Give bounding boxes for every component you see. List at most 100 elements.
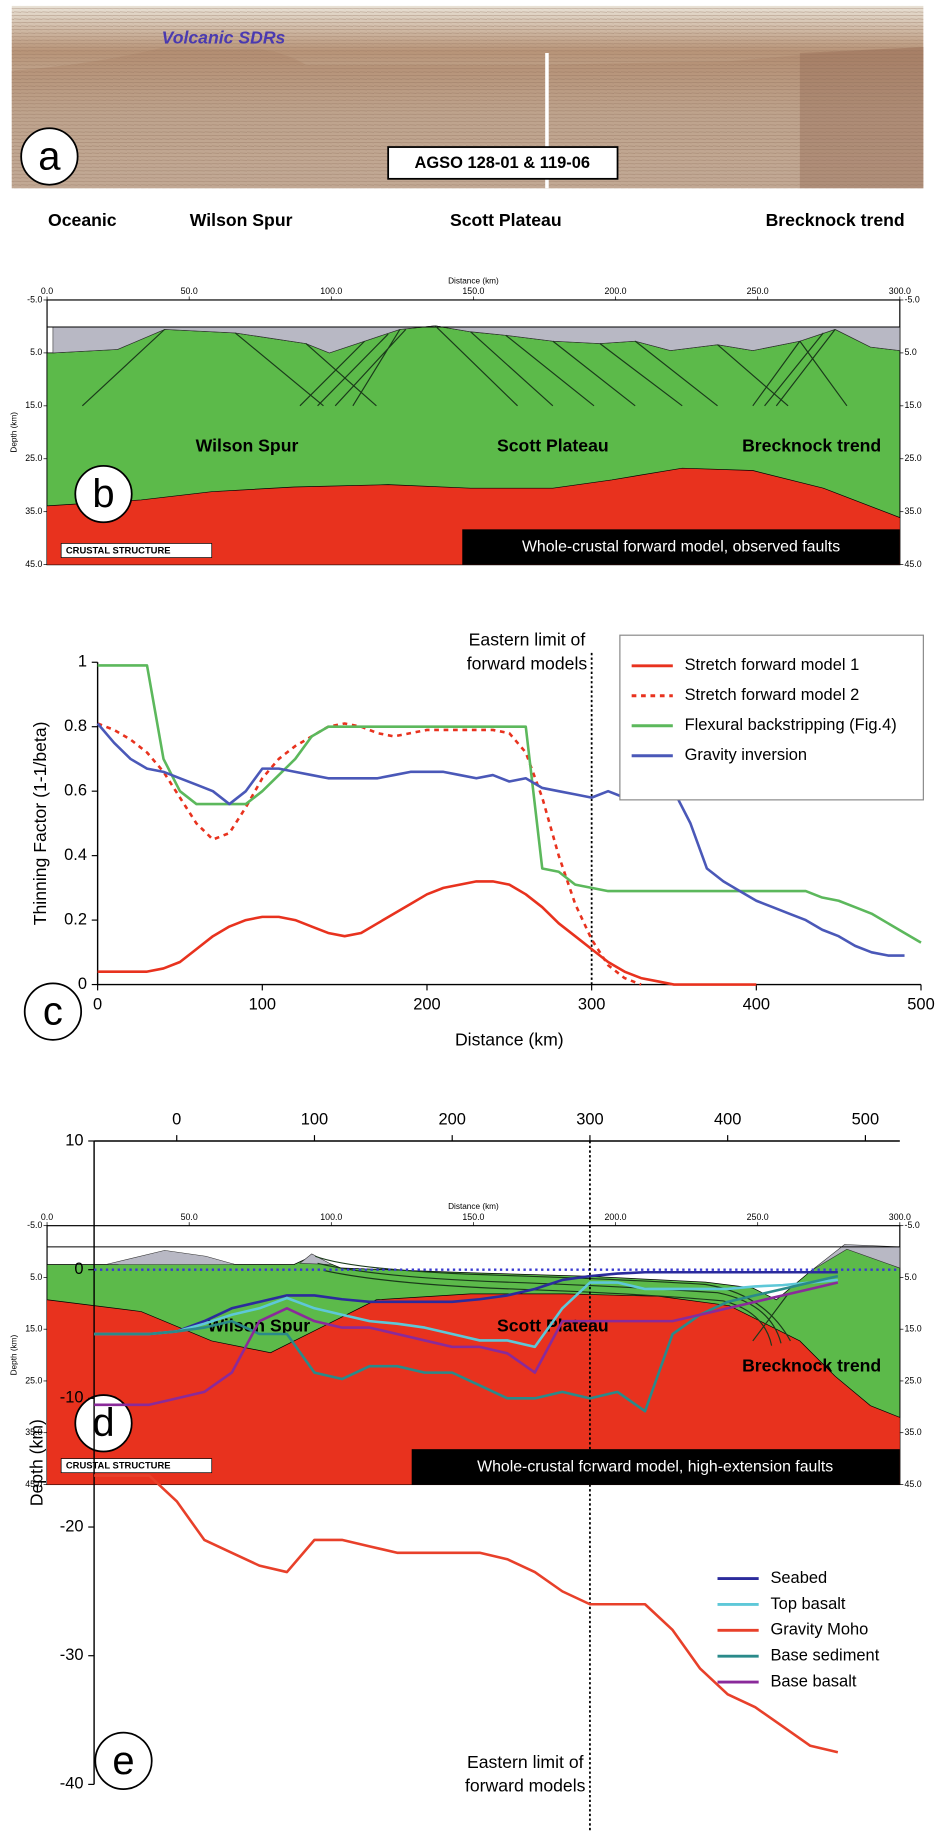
y-tick-label: 45.0 (25, 559, 42, 569)
series-line (98, 723, 641, 984)
x-tick-label: 0 (172, 1111, 181, 1129)
y-tick-label: -5.0 (905, 294, 920, 304)
y-tick-label: 0.8 (64, 717, 87, 735)
panel-letter: e (112, 1739, 134, 1783)
region-label: Wilson Spur (196, 436, 299, 456)
tag: CRUSTAL STRUCTURE (66, 1460, 171, 1471)
legend-label: Base basalt (770, 1672, 856, 1690)
legend-label: Gravity inversion (685, 746, 808, 764)
caption: Whole-crustal forward model, observed fa… (522, 539, 840, 556)
x-tick-label: 500 (852, 1111, 879, 1129)
annotation: Eastern limit of (469, 630, 586, 650)
panel-d: Wilson Spur Scott Plateau Brecknock tren… (9, 1202, 921, 1489)
legend-label: Gravity Moho (770, 1621, 868, 1639)
x-tick-label: 400 (743, 995, 770, 1013)
y-tick-label: -5.0 (27, 1220, 42, 1230)
y-tick-label: -40 (60, 1775, 84, 1793)
y-tick-label: 0.6 (64, 782, 87, 800)
location-label: Oceanic (48, 210, 117, 230)
y-tick-label: 25.0 (25, 453, 42, 463)
x-tick-label: 250.0 (747, 286, 769, 296)
y-tick-label: 0 (74, 1260, 83, 1278)
series-line (98, 881, 757, 984)
y-tick-label: 5.0 (30, 1272, 42, 1282)
y-tick-label: -5.0 (905, 1220, 920, 1230)
y-axis-title: Depth (km) (9, 1334, 18, 1375)
y-tick-label: 15.0 (25, 400, 42, 410)
y-tick-label: 0.2 (64, 910, 87, 928)
x-tick-label: 150.0 (462, 1212, 484, 1222)
panel-letter: d (92, 1401, 114, 1445)
y-tick-label: 45.0 (905, 559, 922, 569)
x-tick-label: 0.0 (41, 286, 53, 296)
x-tick-label: 200 (413, 995, 440, 1013)
y-tick-label: 1 (78, 653, 87, 671)
x-tick-label: 0.0 (41, 1212, 53, 1222)
legend-label: Seabed (770, 1569, 827, 1587)
location-label: Brecknock trend (766, 210, 905, 230)
x-tick-label: 100.0 (320, 286, 342, 296)
y-tick-label: 10 (65, 1131, 83, 1149)
y-tick-label: -5.0 (27, 294, 42, 304)
panel-letter: b (92, 472, 114, 516)
series-line (94, 1476, 838, 1753)
x-axis-title: Distance (km) (455, 1030, 564, 1050)
tag: CRUSTAL STRUCTURE (66, 545, 171, 556)
legend-label: Top basalt (770, 1595, 845, 1613)
y-tick-label: 0 (78, 975, 87, 993)
y-tick-label: 15.0 (25, 1324, 42, 1334)
annotation: forward models (465, 1775, 586, 1795)
y-tick-label: 25.0 (25, 1375, 42, 1385)
annotation: forward models (467, 653, 588, 673)
x-tick-label: 200 (438, 1111, 465, 1129)
x-tick-label: 0 (93, 995, 102, 1013)
region-label: Brecknock trend (742, 436, 881, 456)
y-tick-label: 5.0 (905, 347, 917, 357)
region-label: Scott Plateau (497, 436, 609, 456)
panel-letter: a (38, 134, 61, 178)
panel-a: Volcanic SDRs AGSO 128-01 & 119-06 a Oce… (12, 6, 924, 230)
x-tick-label: 300 (576, 1111, 603, 1129)
region-label: Scott Plateau (497, 1315, 609, 1335)
y-axis-title: Depth (km) (26, 1419, 46, 1506)
x-tick-label: 100.0 (320, 1212, 342, 1222)
x-tick-label: 100 (249, 995, 276, 1013)
x-tick-label: 400 (714, 1111, 741, 1129)
y-tick-label: 25.0 (905, 453, 922, 463)
x-tick-label: 50.0 (181, 286, 198, 296)
y-tick-label: 35.0 (905, 506, 922, 516)
legend-label: Stretch forward model 1 (685, 656, 860, 674)
legend-label: Stretch forward model 2 (685, 686, 860, 704)
y-tick-label: 15.0 (905, 1324, 922, 1334)
y-tick-label: -10 (60, 1389, 84, 1407)
y-tick-label: 5.0 (30, 347, 42, 357)
y-tick-label: -20 (60, 1517, 84, 1535)
y-tick-label: 15.0 (905, 400, 922, 410)
x-tick-label: 300 (578, 995, 605, 1013)
location-label: Scott Plateau (450, 210, 562, 230)
caption: Whole-crustal forward model, high-extens… (477, 1459, 833, 1476)
y-tick-label: 25.0 (905, 1375, 922, 1385)
x-tick-label: 150.0 (462, 286, 484, 296)
y-axis-title: Depth (km) (9, 412, 18, 453)
region-label: Brecknock trend (742, 1355, 881, 1375)
x-tick-label: 100 (301, 1111, 328, 1129)
panel-b: Wilson Spur Scott Plateau Brecknock tren… (9, 276, 922, 569)
x-tick-label: 250.0 (747, 1212, 769, 1222)
legend-label: Base sediment (770, 1647, 879, 1665)
x-tick-label: 50.0 (181, 1212, 198, 1222)
x-tick-label: 200.0 (605, 286, 627, 296)
y-tick-label: 5.0 (905, 1272, 917, 1282)
legend-label: Flexural backstripping (Fig.4) (685, 716, 897, 734)
y-tick-label: 45.0 (905, 1479, 922, 1489)
y-tick-label: 0.4 (64, 846, 87, 864)
line-label: AGSO 128-01 & 119-06 (414, 154, 590, 172)
annotation: Volcanic SDRs (162, 27, 286, 47)
figure: Volcanic SDRs AGSO 128-01 & 119-06 a Oce… (0, 0, 941, 1845)
x-tick-label: 500 (907, 995, 934, 1013)
panel-letter: c (43, 990, 63, 1034)
y-axis-title: Thinning Factor (1-1/beta) (30, 722, 50, 926)
location-label: Wilson Spur (190, 210, 293, 230)
y-tick-label: -30 (60, 1646, 84, 1664)
x-axis-title: Distance (km) (448, 276, 499, 285)
